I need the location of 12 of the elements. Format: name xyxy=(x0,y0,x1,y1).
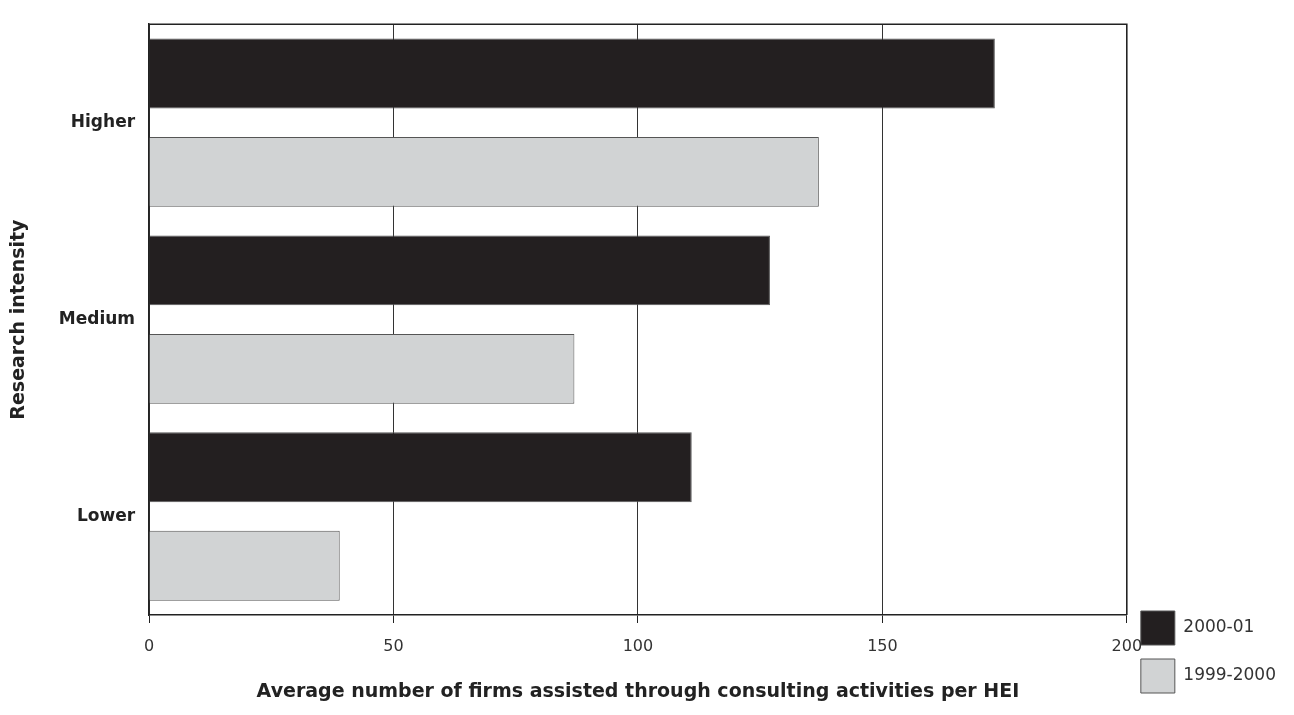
y-axis-title: Research intensity xyxy=(6,218,29,420)
x-tick-label: 150 xyxy=(867,635,898,655)
y-tick-label: Medium xyxy=(58,308,136,329)
x-tick-label: 200 xyxy=(1111,635,1143,655)
x-axis-title: Average number of firms assisted through consulting activities per HEI xyxy=(256,678,1020,701)
y-tick-label: Higher xyxy=(70,111,136,132)
legend-label: 1999-2000 xyxy=(1183,664,1277,685)
x-tick-label: 100 xyxy=(622,635,654,655)
x-tick-label: 50 xyxy=(383,635,404,655)
y-tick-label: Lower xyxy=(76,504,136,525)
legend-label: 2000-01 xyxy=(1183,616,1255,637)
x-tick-label: 0 xyxy=(143,635,155,655)
